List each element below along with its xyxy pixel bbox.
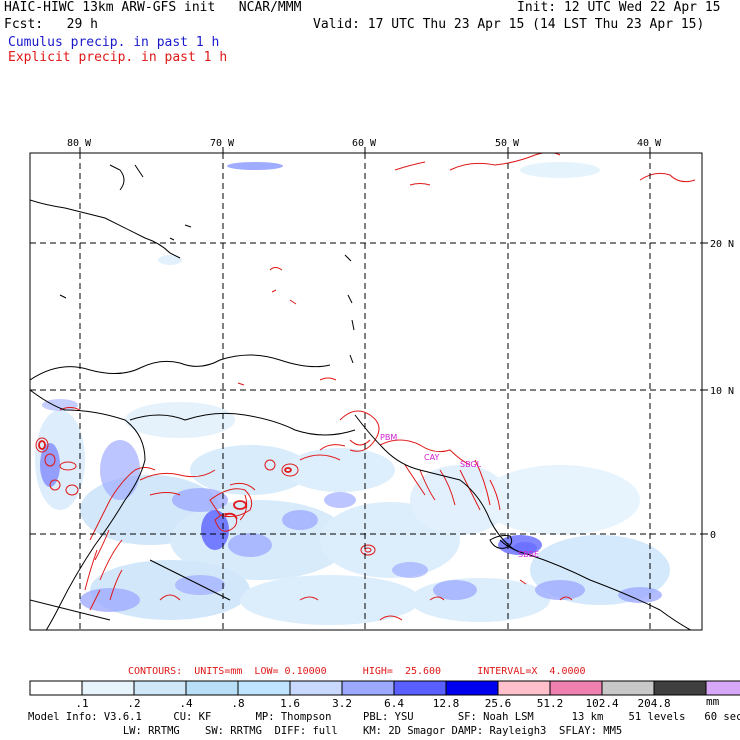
lat-label-10n: 10 N (710, 386, 734, 397)
precip-fields (35, 153, 696, 625)
cumulus-precip-shading (35, 162, 670, 625)
coastlines (30, 164, 692, 630)
lon-label-60w: 60 W (352, 138, 377, 149)
colorbar-box (705, 680, 740, 696)
header-title: HAIC-HIWC 13km ARW-GFS init NCAR/MMM (4, 0, 302, 15)
colorbar-label: 3.2 (332, 697, 352, 710)
legend-explicit: Explicit precip. in past 1 h (8, 50, 228, 65)
colorbar-box (133, 680, 187, 696)
colorbar-label: 1.6 (280, 697, 300, 710)
colorbar-box (185, 680, 239, 696)
station-label-sbgl: SBGL (460, 460, 482, 469)
tick-marks (79, 147, 708, 535)
colorbar-box (445, 680, 499, 696)
colorbar-unit: mm (706, 695, 720, 708)
station-label-pbm: PBM (380, 433, 397, 442)
footer-model-info: Model Info: V3.6.1 CU: KF MP: Thompson P… (28, 711, 740, 723)
intense-cumulus-cell (513, 542, 537, 554)
colorbar-box (81, 680, 135, 696)
colorbar-label: 25.6 (484, 697, 512, 710)
colorbar-box (393, 680, 447, 696)
colorbar-boxes (29, 680, 740, 696)
contours-info: CONTOURS: UNITS=mm LOW= 0.10000 HIGH= 25… (128, 666, 586, 677)
lat-label-0: 0 (710, 530, 716, 541)
colorbar-box (237, 680, 291, 696)
explicit-precip-contours (35, 153, 696, 621)
colorbar-label: 204.8 (637, 697, 671, 710)
lon-label-70w: 70 W (210, 138, 235, 149)
colorbar-label: 12.8 (432, 697, 460, 710)
colorbar-label: 6.4 (384, 697, 404, 710)
colorbar-box (497, 680, 551, 696)
colorbar-label: .8 (231, 697, 245, 710)
colorbar-label: 102.4 (585, 697, 619, 710)
lon-label-80w: 80 W (67, 138, 92, 149)
station-label-sbbe: SBBE (518, 550, 539, 559)
colorbar-label: .1 (75, 697, 89, 710)
lon-label-40w: 40 W (637, 138, 662, 149)
lat-lon-grid (30, 153, 702, 630)
colorbar-box (289, 680, 343, 696)
heavy-explicit-contours (38, 440, 292, 520)
colorbar-box (29, 680, 83, 696)
colorbar-label: 51.2 (536, 697, 564, 710)
map-frame (29, 152, 703, 631)
legend-cumulus: Cumulus precip. in past 1 h (8, 35, 220, 50)
colorbar-box (549, 680, 603, 696)
footer-physics: LW: RRTMG SW: RRTMG DIFF: full KM: 2D Sm… (28, 725, 623, 737)
colorbar-box (601, 680, 655, 696)
lon-label-50w: 50 W (495, 138, 520, 149)
lat-label-20n: 20 N (710, 239, 734, 250)
colorbar-label: .4 (179, 697, 193, 710)
colorbar-box (653, 680, 707, 696)
station-label-cay: CAY (424, 453, 439, 462)
colorbar-label: .2 (127, 697, 141, 710)
header-valid: Valid: 17 UTC Thu 23 Apr 15 (14 LST Thu … (313, 17, 705, 32)
header-init: Init: 12 UTC Wed 22 Apr 15 (517, 0, 721, 15)
header-fcst: Fcst: 29 h (4, 17, 98, 32)
colorbar-box (341, 680, 395, 696)
